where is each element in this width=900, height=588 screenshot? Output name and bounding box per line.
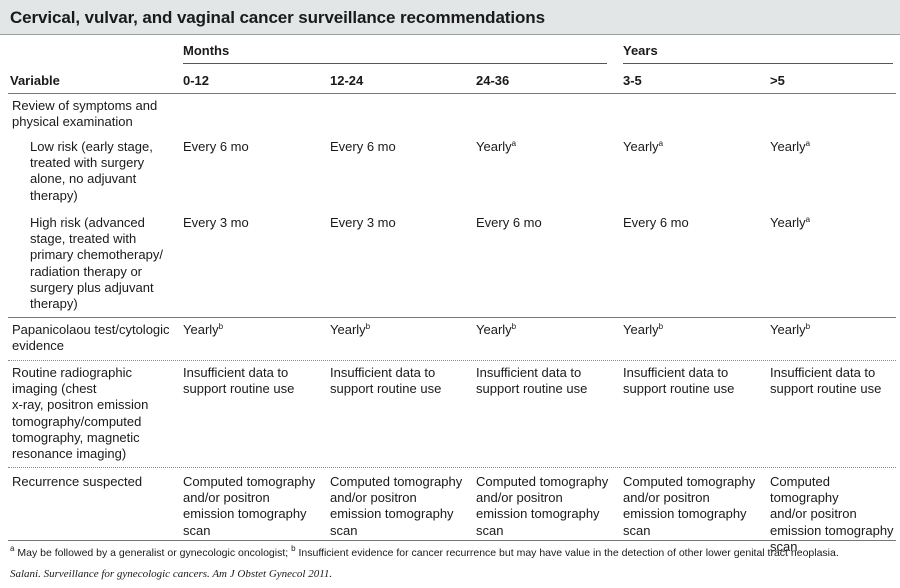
table-cell: Computed tomography and/or positron emis… xyxy=(770,474,900,555)
table-cell: Every 6 mo xyxy=(183,139,249,155)
table-cell: Computed tomography and/or positron emis… xyxy=(623,474,755,539)
group-header-months: Months xyxy=(183,43,230,58)
cell-text: Computed tomography and/or positron emis… xyxy=(770,474,894,554)
cell-text: Yearly xyxy=(476,139,512,154)
table-cell: Every 3 mo xyxy=(330,215,396,231)
table-cell: Insufficient data to support routine use xyxy=(330,365,441,397)
cell-text: Insufficient data to support routine use xyxy=(770,365,882,397)
table-cell: Insufficient data to support routine use xyxy=(476,365,587,397)
footnote-marker: a xyxy=(658,139,664,148)
row-variable-label: Recurrence suspected xyxy=(12,474,143,489)
table-cell: Yearlyb xyxy=(330,322,370,338)
row-variable-label: High risk (advanced stage, treated with … xyxy=(30,215,163,312)
cell-text: Insufficient data to support routine use xyxy=(183,365,295,397)
footnote-marker: b xyxy=(511,322,517,331)
table-cell: Yearlyb xyxy=(770,322,810,338)
footnote-marker: b xyxy=(805,322,811,331)
column-header-12-24: 12-24 xyxy=(330,73,364,88)
row-divider xyxy=(8,360,896,361)
column-header-24-36: 24-36 xyxy=(476,73,510,88)
footnote-marker: a xyxy=(511,139,517,148)
cell-text: Insufficient data to support routine use xyxy=(476,365,588,397)
footnote-marker: b xyxy=(658,322,664,331)
cell-text: Insufficient data to support routine use xyxy=(623,365,735,397)
table-cell: Every 6 mo xyxy=(623,215,689,231)
title-bar: Cervical, vulvar, and vaginal cancer sur… xyxy=(0,0,900,35)
table-cell: Insufficient data to support routine use xyxy=(183,365,294,397)
row-variable-label: Papanicolaou test/cytologic evidence xyxy=(12,322,170,354)
column-header-3-5: 3-5 xyxy=(623,73,642,88)
footnote-b-mark: b xyxy=(291,544,296,553)
cell-text: Every 3 mo xyxy=(183,215,249,230)
group-header-years: Years xyxy=(623,43,658,58)
table-cell: Yearlya xyxy=(770,139,810,155)
table-cell: Computed tomography and/or positron emis… xyxy=(330,474,462,539)
row-variable-label: Routine radiographic imaging (chest x-ra… xyxy=(12,365,149,462)
footnote-a-text: May be followed by a generalist or gynec… xyxy=(14,547,292,559)
cell-text: Computed tomography and/or positron emis… xyxy=(183,474,316,538)
footnote-marker: b xyxy=(365,322,371,331)
table-cell: Yearlyb xyxy=(183,322,223,338)
cell-text: Insufficient data to support routine use xyxy=(330,365,442,397)
cell-text: Every 6 mo xyxy=(476,215,542,230)
footnote-a-mark: a xyxy=(10,544,15,553)
header-divider xyxy=(8,93,896,94)
row-variable-label: Low risk (early stage, treated with surg… xyxy=(30,139,153,203)
table-cell: Yearlyb xyxy=(623,322,663,338)
table-cell: Yearlya xyxy=(770,215,810,231)
column-header-gt5: >5 xyxy=(770,73,785,88)
table-cell: Every 6 mo xyxy=(476,215,542,231)
table-title: Cervical, vulvar, and vaginal cancer sur… xyxy=(10,8,545,27)
cell-text: Every 6 mo xyxy=(183,139,249,154)
cell-text: Every 3 mo xyxy=(330,215,396,230)
cell-text: Yearly xyxy=(770,215,806,230)
table-cell: Every 6 mo xyxy=(330,139,396,155)
column-header-0-12: 0-12 xyxy=(183,73,210,88)
table-cell: Computed tomography and/or positron emis… xyxy=(183,474,315,539)
table-cell: Yearlya xyxy=(476,139,516,155)
cell-text: Computed tomography and/or positron emis… xyxy=(330,474,463,538)
footnote-marker: a xyxy=(805,139,811,148)
source-citation: Salani. Surveillance for gynecologic can… xyxy=(10,568,333,580)
cell-text: Computed tomography and/or positron emis… xyxy=(623,474,756,538)
cell-text: Yearly xyxy=(623,322,659,337)
cell-text: Yearly xyxy=(476,322,512,337)
cell-text: Computed tomography and/or positron emis… xyxy=(476,474,609,538)
table-cell: Computed tomography and/or positron emis… xyxy=(476,474,608,539)
row-divider xyxy=(8,467,896,468)
months-span-line xyxy=(183,63,607,64)
row-divider xyxy=(8,317,896,318)
cell-text: Yearly xyxy=(770,139,806,154)
cell-text: Every 6 mo xyxy=(623,215,689,230)
years-span-line xyxy=(623,63,893,64)
table-cell: Yearlyb xyxy=(476,322,516,338)
table-cell: Every 3 mo xyxy=(183,215,249,231)
cell-text: Yearly xyxy=(330,322,366,337)
footnote-marker: b xyxy=(218,322,224,331)
cell-text: Yearly xyxy=(183,322,219,337)
row-variable-label: Review of symptoms and physical examinat… xyxy=(12,98,158,130)
table-bottom-rule xyxy=(8,540,896,541)
table-cell: Yearlya xyxy=(623,139,663,155)
footnote-b-text: Insufficient evidence for cancer recurre… xyxy=(295,547,839,559)
footnote-marker: a xyxy=(805,215,811,224)
column-header-variable: Variable xyxy=(10,73,60,88)
table-cell: Insufficient data to support routine use xyxy=(770,365,881,397)
cell-text: Every 6 mo xyxy=(330,139,396,154)
footnotes: a May be followed by a generalist or gyn… xyxy=(10,544,839,560)
cell-text: Yearly xyxy=(623,139,659,154)
cell-text: Yearly xyxy=(770,322,806,337)
table-cell: Insufficient data to support routine use xyxy=(623,365,734,397)
